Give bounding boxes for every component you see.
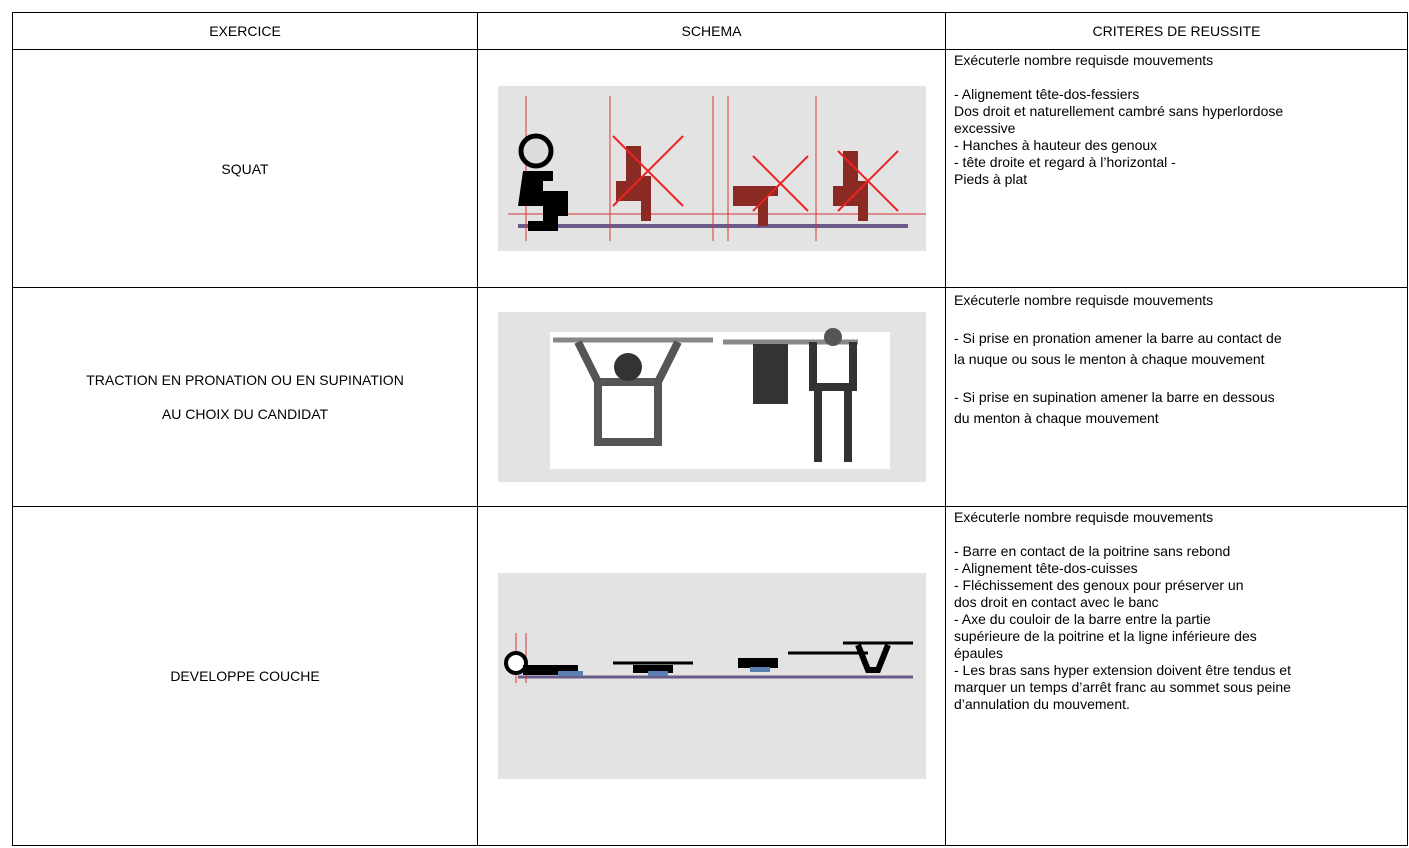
criteria-line: dos droit en contact avec le banc	[954, 594, 1159, 610]
criteria-paragraph: - Alignement tête-dos-fessiers Dos droit …	[954, 86, 1403, 188]
exercise-line: TRACTION EN PRONATION OU EN SUPINATION	[86, 372, 404, 388]
criteria-line: - Axe du couloir de la barre entre la pa…	[954, 611, 1211, 627]
criteria-line: excessive	[954, 120, 1016, 136]
criteria-line: Exécuterle nombre requisde mouvements	[954, 52, 1214, 68]
header-row: EXERCICE SCHEMA CRITERES DE REUSSITE	[12, 12, 1408, 50]
criteria-line: Exécuterle nombre requisde mouvements	[954, 509, 1214, 525]
criteria-paragraph: - Si prise en pronation amener la barre …	[954, 328, 1403, 370]
schema-cell	[477, 49, 946, 288]
criteria-line: - Alignement tête-dos-cuisses	[954, 560, 1138, 576]
criteria-cell: Exécuterle nombre requisde mouvements - S…	[945, 287, 1408, 507]
criteria-paragraph: - Si prise en supination amener la barre…	[954, 387, 1403, 429]
exercise-cell: DEVELOPPE COUCHE	[12, 506, 478, 846]
criteria-line: - Hanches à hauteur des genoux	[954, 137, 1158, 153]
exercise-line: DEVELOPPE COUCHE	[170, 668, 320, 684]
criteria-paragraph: Exécuterle nombre requisde mouvements	[954, 290, 1403, 311]
pullup-schema	[497, 312, 926, 482]
header-cell: CRITERES DE REUSSITE	[945, 12, 1408, 50]
criteria-line: - Barre en contact de la poitrine sans r…	[954, 543, 1231, 559]
criteria-line: Dos droit et naturellement cambré sans h…	[954, 103, 1284, 119]
criteria-line: du menton à chaque mouvement	[954, 410, 1159, 426]
criteria-paragraph: Exécuterle nombre requisde mouvements	[954, 52, 1403, 69]
criteria-paragraph: - Barre en contact de la poitrine sans r…	[954, 543, 1403, 713]
criteria-line: la nuque ou sous le menton à chaque mouv…	[954, 351, 1265, 367]
criteria-line: - tête droite et regard à l’horizontal -	[954, 154, 1176, 170]
criteria-paragraph: Exécuterle nombre requisde mouvements	[954, 509, 1403, 526]
criteria-line: d’annulation du mouvement.	[954, 696, 1130, 712]
criteria-line: Pieds à plat	[954, 171, 1028, 187]
exercise-line: AU CHOIX DU CANDIDAT	[161, 406, 329, 422]
criteria-line: Exécuterle nombre requisde mouvements	[954, 292, 1214, 308]
header-cell: SCHEMA	[477, 12, 946, 50]
exercise-line: SQUAT	[221, 160, 269, 177]
criteria-cell: Exécuterle nombre requisde mouvements - B…	[945, 506, 1408, 846]
criteria-line: - Si prise en pronation amener la barre …	[954, 330, 1282, 346]
criteria-line: - Les bras sans hyper extension doivent …	[954, 662, 1291, 678]
row: SQUAT Exécuterle nombre requisde mouveme…	[12, 49, 1408, 288]
criteria-line: - Alignement tête-dos-fessiers	[954, 86, 1140, 102]
criteria-line: - Si prise en supination amener la barre…	[954, 389, 1275, 405]
schema-cell	[477, 287, 946, 507]
criteria-cell: Exécuterle nombre requisde mouvements - A…	[945, 49, 1408, 288]
schema-cell	[477, 506, 946, 846]
criteria-table: EXERCICE SCHEMA CRITERES DE REUSSITE SQU…	[12, 12, 1408, 846]
exercise-cell: SQUAT	[12, 49, 478, 288]
criteria-line: - Fléchissement des genoux pour préserve…	[954, 577, 1244, 593]
criteria-line: épaules	[954, 645, 1004, 661]
row: TRACTION EN PRONATION OU EN SUPINATION AU…	[12, 287, 1408, 507]
squat-schema	[497, 86, 926, 251]
header-cell: EXERCICE	[12, 12, 478, 50]
criteria-line: marquer un temps d’arrêt franc au sommet…	[954, 679, 1291, 695]
exercise-cell: TRACTION EN PRONATION OU EN SUPINATION AU…	[12, 287, 478, 507]
row: DEVELOPPE COUCHE Exécuterle nombre requi…	[12, 506, 1408, 846]
criteria-line: supérieure de la poitrine et la ligne in…	[954, 628, 1257, 644]
bench-schema	[497, 573, 926, 779]
